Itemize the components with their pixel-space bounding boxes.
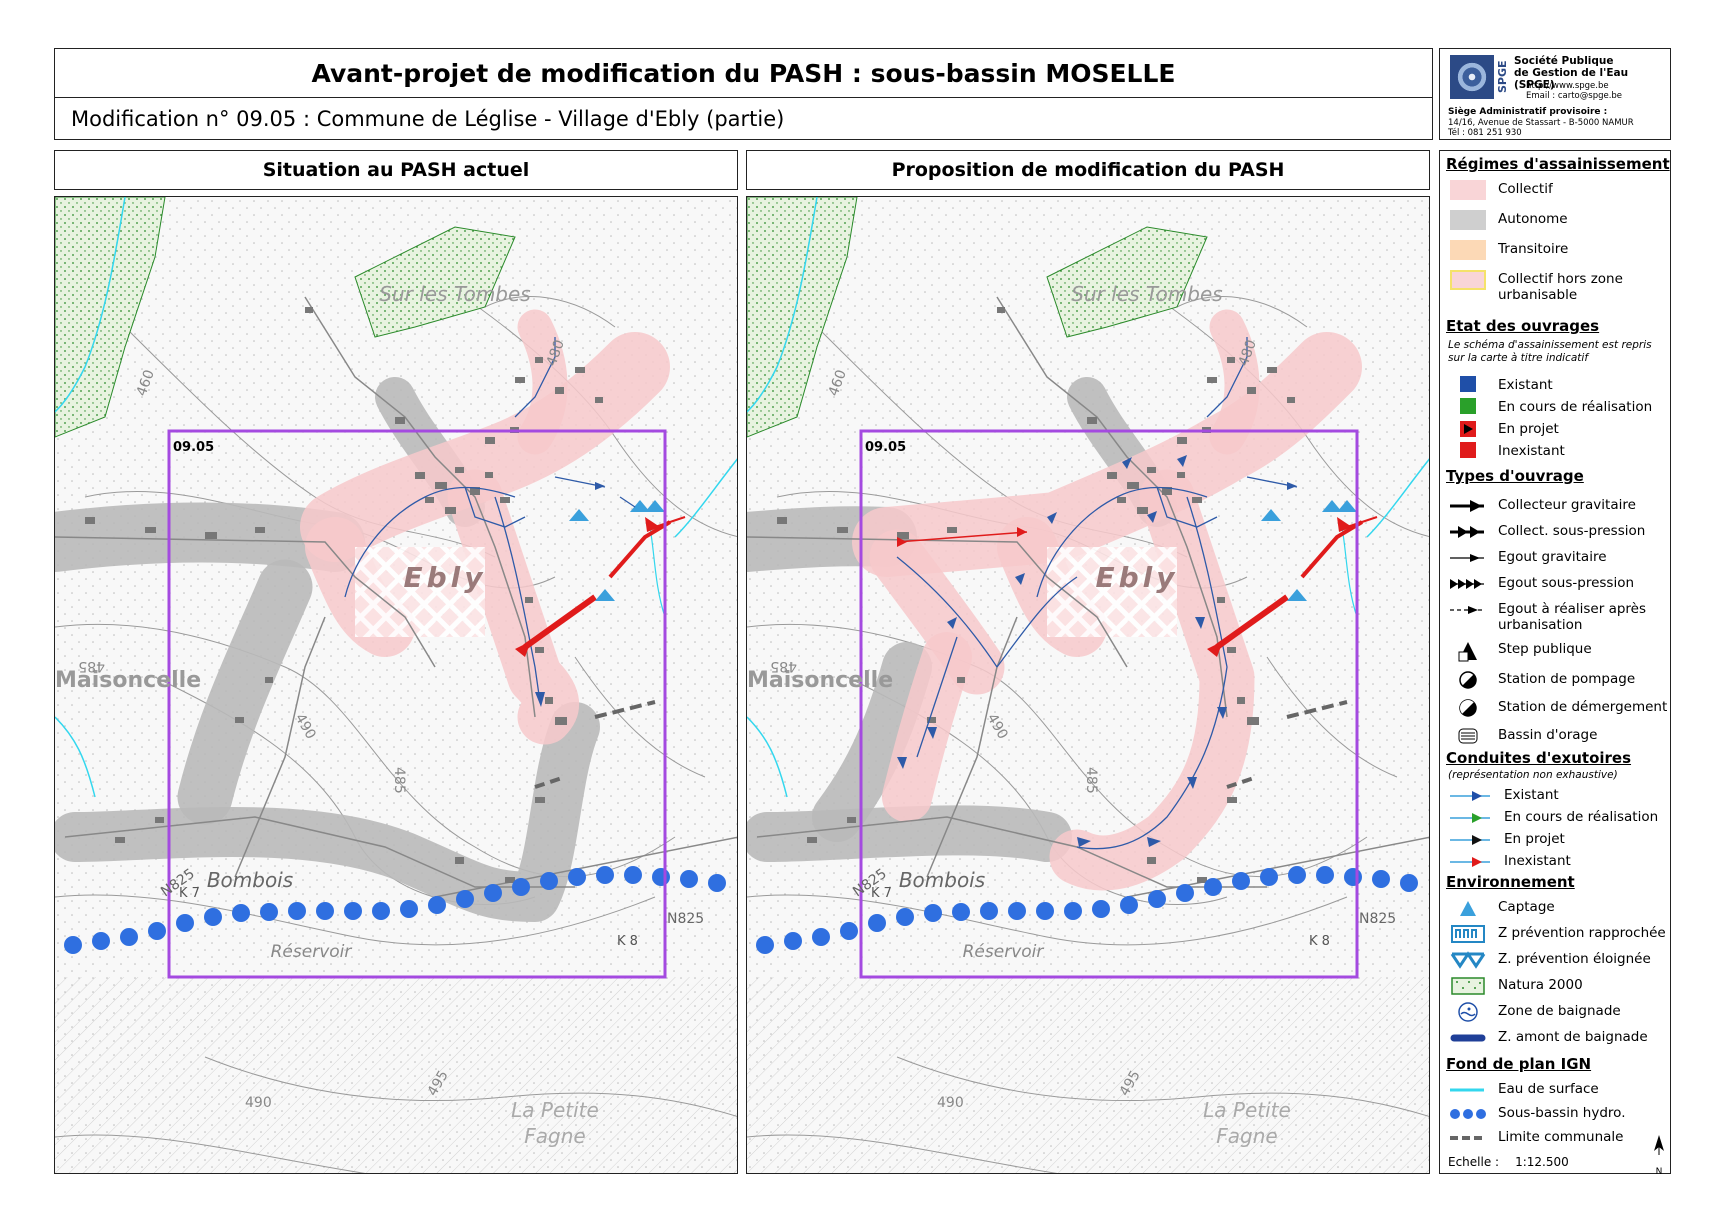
legend-note-exutoires: (représentation non exhaustive): [1448, 769, 1618, 781]
organization-panel: SPGE Société Publique de Gestion de l'Ea…: [1439, 48, 1671, 140]
spge-logo-icon: [1450, 55, 1494, 99]
organization-contact: http://www.spge.be Email : carto@spge.be: [1526, 81, 1622, 101]
organization-address: Siège Administratif provisoire : 14/16, …: [1448, 107, 1634, 138]
svg-text:485: 485: [1083, 767, 1099, 794]
legend-item-station-demergement: Station de démergement: [1450, 697, 1670, 719]
legend-item-en-cours: En cours de réalisation: [1450, 397, 1670, 419]
place-label-reservoir: Réservoir: [271, 942, 353, 962]
legend-item-egout-apres-urbanisation: Egout à réaliser après urbanisation: [1450, 599, 1670, 635]
legend-heading-etat: Etat des ouvrages: [1446, 317, 1600, 335]
sub-basin-boundary: [64, 866, 726, 954]
map-title: Avant-projet de modification du PASH : s…: [55, 49, 1432, 98]
legend-heading-fond: Fond de plan IGN: [1446, 1055, 1592, 1073]
legend-item-natura-2000: Natura 2000: [1450, 975, 1670, 997]
legend-item-collecteur-gravitaire: Collecteur gravitaire: [1450, 495, 1670, 517]
legend-item-bassin-orage: Bassin d'orage: [1450, 725, 1670, 747]
svg-text:490: 490: [937, 1095, 964, 1111]
modification-zone: [167, 429, 667, 979]
legend-item-transitoire: Transitoire: [1450, 239, 1670, 261]
svg-text:490: 490: [245, 1095, 272, 1111]
place-label-fagne: Fagne: [1216, 1124, 1277, 1148]
svg-text:485: 485: [391, 767, 407, 794]
road-label-n825: N825: [1359, 911, 1396, 927]
legend-item-sous-bassin: Sous-bassin hydro.: [1450, 1103, 1670, 1125]
km-marker-k7: K 7: [179, 886, 200, 901]
place-label-bombois: Bombois: [207, 868, 293, 892]
natura-2000-zone: [55, 197, 166, 438]
legend-heading-types: Types d'ouvrage: [1446, 467, 1584, 485]
logo-text: SPGE: [1496, 60, 1509, 94]
email-link[interactable]: Email : carto@spge.be: [1526, 91, 1623, 101]
legend-heading-environnement: Environnement: [1446, 873, 1575, 891]
legend-item-z-amont-baignade: Z. amont de baignade: [1450, 1029, 1648, 1045]
legend-item-collectif-hors: Collectif hors zone urbanisable: [1450, 269, 1670, 305]
map-current[interactable]: 09.05 Sur les Tombes Ebly Maisoncelle Bo…: [54, 196, 738, 1174]
legend-item-exutoire-existant: Existant: [1450, 785, 1670, 807]
legend-item-inexistant: Inexistant: [1450, 441, 1670, 463]
legend-item-exutoire-en-cours: En cours de réalisation: [1450, 807, 1670, 829]
natura-2000-zone: [354, 226, 516, 338]
place-label-fagne: Fagne: [524, 1124, 585, 1148]
km-marker-k8: K 8: [617, 934, 638, 949]
organization-name: Société Publique de Gestion de l'Eau (SP…: [1514, 55, 1629, 91]
legend-item-egout-gravitaire: Egout gravitaire: [1450, 547, 1670, 569]
north-arrow-icon: N: [1650, 1135, 1668, 1177]
legend-item-autonome: Autonome: [1450, 209, 1670, 231]
legend-heading-exutoires: Conduites d'exutoires: [1446, 749, 1632, 767]
legend-item-z-prevention-eloignee: Z. prévention éloignée: [1450, 949, 1670, 971]
km-marker-k8: K 8: [1309, 934, 1330, 949]
road-label-n825: N825: [667, 911, 704, 927]
svg-text:485: 485: [770, 658, 797, 674]
legend-item-existant: Existant: [1450, 375, 1670, 397]
legend-item-en-projet: En projet: [1450, 419, 1670, 441]
website-link[interactable]: http://www.spge.be: [1526, 81, 1609, 91]
right-map-title: Proposition de modification du PASH: [746, 150, 1430, 190]
map-subtitle: Modification n° 09.05 : Commune de Légli…: [71, 107, 785, 131]
place-label-petite-fagne: La Petite: [511, 1098, 599, 1122]
legend-item-station-pompage: Station de pompage: [1450, 669, 1670, 691]
modification-zone: [859, 429, 1359, 979]
legend-item-zone-baignade: Zone de baignade: [1450, 1001, 1670, 1023]
legend-item-exutoire-en-projet: En projet: [1450, 829, 1670, 851]
zone-label: 09.05: [865, 440, 906, 455]
left-map-title: Situation au PASH actuel: [54, 150, 738, 190]
legend-item-eau-surface: Eau de surface: [1450, 1081, 1599, 1097]
place-label-ebly: Ebly: [403, 561, 486, 594]
title-panel: Avant-projet de modification du PASH : s…: [54, 48, 1433, 140]
place-label-tombes: Sur les Tombes: [379, 282, 530, 306]
legend-item-step-publique: Step publique: [1450, 639, 1670, 662]
place-label-reservoir: Réservoir: [963, 942, 1045, 962]
zone-label: 09.05: [173, 440, 214, 455]
legend-item-limite-communale: Limite communale: [1450, 1129, 1624, 1145]
place-label-tombes: Sur les Tombes: [1071, 282, 1222, 306]
place-label-maisoncelle: Maisoncelle: [747, 668, 893, 693]
km-marker-k7: K 7: [871, 886, 892, 901]
place-label-petite-fagne: La Petite: [1203, 1098, 1291, 1122]
place-label-maisoncelle: Maisoncelle: [55, 668, 201, 693]
legend-heading-regimes: Régimes d'assainissement: [1446, 155, 1670, 173]
scale-label: Echelle :1:12.500: [1448, 1155, 1569, 1169]
place-label-ebly: Ebly: [1095, 561, 1178, 594]
legend-panel: Régimes d'assainissement Collectif Auton…: [1439, 150, 1671, 1177]
legend-item-exutoire-inexistant: Inexistant: [1450, 851, 1670, 873]
legend-item-captage: Captage: [1450, 897, 1670, 919]
svg-text:485: 485: [78, 658, 105, 674]
map-proposed[interactable]: 09.05 Sur les Tombes Ebly Maisoncelle Bo…: [746, 196, 1430, 1174]
legend-note-etat: Le schéma d'assainissement est repris su…: [1448, 339, 1652, 364]
legend-item-egout-sous-pression: Egout sous-pression: [1450, 573, 1670, 595]
legend-item-collect-sous-pression: Collect. sous-pression: [1450, 521, 1670, 543]
legend-item-collectif: Collectif: [1450, 179, 1670, 201]
place-label-bombois: Bombois: [899, 868, 985, 892]
legend-item-z-prevention-rapprochee: Z prévention rapprochée: [1450, 923, 1670, 945]
